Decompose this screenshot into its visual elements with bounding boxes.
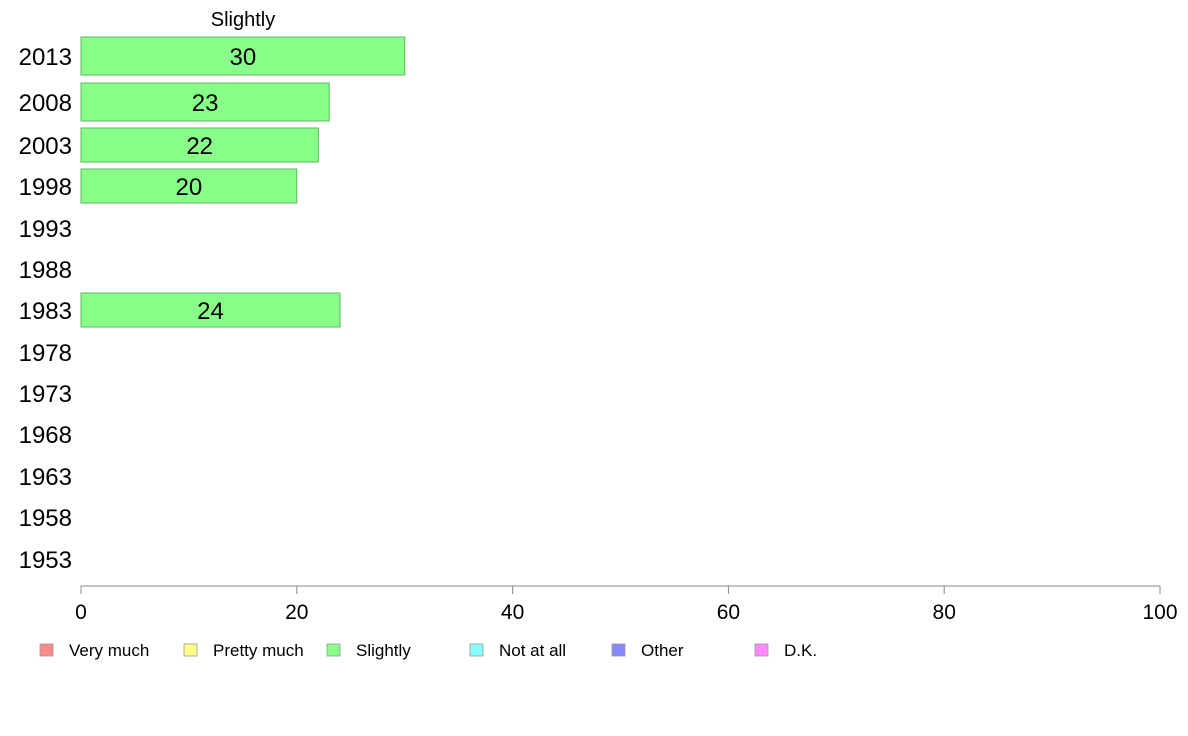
legend-swatch-other — [611, 643, 626, 657]
legend-swatch-slightly — [326, 643, 341, 657]
year-label-1953: 1953 — [19, 547, 72, 574]
panel-title: Slightly — [211, 9, 275, 31]
x-tick-label-100: 100 — [1142, 601, 1177, 624]
x-tick-label-40: 40 — [501, 601, 524, 624]
year-label-2008: 2008 — [19, 90, 72, 117]
bars-group: 30 23 22 20 24 — [80, 36, 406, 328]
year-label-1978: 1978 — [19, 340, 72, 367]
year-label-2013: 2013 — [19, 44, 72, 71]
legend-swatch-d-k — [754, 643, 769, 657]
value-label-2013: 30 — [229, 44, 256, 71]
year-label-1973: 1973 — [19, 381, 72, 408]
year-label-1988: 1988 — [19, 257, 72, 284]
year-label-2003: 2003 — [19, 133, 72, 160]
legend-swatch-not-at-all — [469, 643, 484, 657]
bar-2013 — [80, 36, 406, 76]
value-label-1998: 20 — [176, 174, 203, 201]
legend-label-d-k: D.K. — [784, 641, 817, 660]
year-label-1963: 1963 — [19, 464, 72, 491]
x-tick-label-60: 60 — [717, 601, 740, 624]
bar-1998 — [80, 168, 298, 204]
x-tick-label-20: 20 — [285, 601, 308, 624]
year-label-1968: 1968 — [19, 422, 72, 449]
legend-label-very-much: Very much — [69, 641, 149, 660]
year-labels-group: 2013 2008 2003 1998 1993 1988 1983 1978 1973 1968… — [19, 44, 72, 574]
legend-label-pretty-much: Pretty much — [213, 641, 304, 660]
year-label-1998: 1998 — [19, 174, 72, 201]
year-label-1993: 1993 — [19, 216, 72, 243]
value-label-2003: 22 — [186, 133, 213, 160]
legend-label-not-at-all: Not at all — [499, 641, 566, 660]
year-label-1983: 1983 — [19, 298, 72, 325]
legend-swatch-very-much — [39, 643, 54, 657]
bar-2008 — [80, 82, 330, 122]
value-label-2008: 23 — [192, 90, 219, 117]
bar-1983 — [80, 292, 341, 328]
year-label-1958: 1958 — [19, 505, 72, 532]
x-axis: 0 20 40 60 80 100 — [75, 585, 1178, 624]
bar-2003 — [80, 127, 319, 163]
legend: Very much Pretty much Slightly Not at all Ot… — [39, 641, 817, 660]
x-tick-label-0: 0 — [75, 601, 87, 624]
x-tick-label-80: 80 — [933, 601, 956, 624]
legend-label-slightly: Slightly — [356, 641, 411, 660]
legend-swatch-pretty-much — [183, 643, 198, 657]
legend-label-other: Other — [641, 641, 684, 660]
value-label-1983: 24 — [197, 298, 224, 325]
